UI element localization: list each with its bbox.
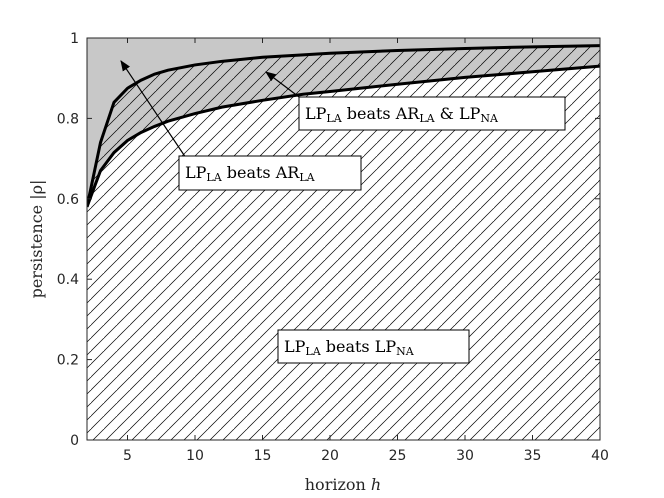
arrow-to-middle-region <box>265 71 304 101</box>
x-tick-label: 30 <box>456 448 474 464</box>
x-axis-ticks: 5 10 15 20 25 30 35 40 <box>123 38 609 464</box>
svg-text:LPLA beats ARLA & LPNA: LPLA beats ARLA & LPNA <box>305 104 499 125</box>
y-tick-label: 0.2 <box>57 353 79 369</box>
y-tick-label: 0.6 <box>57 192 79 208</box>
x-tick-label: 40 <box>591 448 609 464</box>
annotation-lp-beats-ar-and-lp: LPLA beats ARLA & LPNA <box>298 96 566 131</box>
y-tick-label: 0.8 <box>57 111 79 127</box>
y-tick-label: 0.4 <box>57 272 79 288</box>
curve-upper-boundary <box>87 44 600 208</box>
x-tick-label: 15 <box>254 448 272 464</box>
y-tick-label: 1 <box>70 31 79 47</box>
x-tick-label: 5 <box>123 448 132 464</box>
annotation-lp-beats-lp: LPLA beats LPNA <box>277 329 470 364</box>
svg-text:LPLA beats ARLA: LPLA beats ARLA <box>185 163 316 184</box>
region-top-shaded <box>87 38 600 207</box>
plot-frame <box>86 37 601 441</box>
annotation-lp-beats-ar: LPLA beats ARLA <box>178 155 362 191</box>
x-tick-label: 20 <box>321 448 339 464</box>
x-tick-label: 25 <box>389 448 407 464</box>
arrow-to-top-region <box>120 60 187 159</box>
region-middle-hatch <box>87 45 600 207</box>
y-tick-label: 0 <box>70 433 79 449</box>
x-tick-label: 35 <box>524 448 542 464</box>
curve-lower-boundary <box>87 64 600 208</box>
svg-text:LPLA beats LPNA: LPLA beats LPNA <box>284 337 415 358</box>
x-tick-label: 10 <box>186 448 204 464</box>
y-axis-label: persistence |ρ| <box>27 180 46 299</box>
y-axis-ticks: 0 0.2 0.4 0.6 0.8 1 <box>57 31 600 449</box>
x-axis-label: horizon h <box>305 475 381 494</box>
